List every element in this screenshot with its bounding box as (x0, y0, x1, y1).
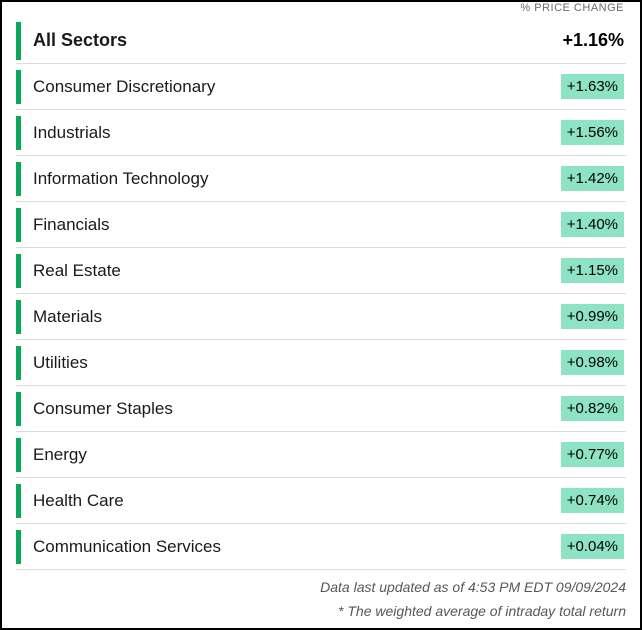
sector-label: Communication Services (33, 537, 221, 557)
accent-bar (16, 300, 21, 334)
accent-bar (16, 530, 21, 564)
sector-value: +1.56% (561, 120, 624, 145)
sector-value: +1.15% (561, 258, 624, 283)
change-badge: +1.42% (561, 166, 624, 191)
sector-value: +0.82% (561, 396, 624, 421)
sector-value: +0.74% (561, 488, 624, 513)
sector-label: Health Care (33, 491, 124, 511)
sector-row[interactable]: Energy +0.77% (16, 432, 626, 478)
accent-bar (16, 438, 21, 472)
accent-bar (16, 162, 21, 196)
sector-row[interactable]: Information Technology +1.42% (16, 156, 626, 202)
row-left: Materials (16, 294, 102, 339)
column-header: % PRICE CHANGE (16, 0, 626, 18)
sector-label: All Sectors (33, 30, 127, 51)
accent-bar (16, 254, 21, 288)
sector-row[interactable]: Consumer Staples +0.82% (16, 386, 626, 432)
row-left: Utilities (16, 340, 88, 385)
sector-row[interactable]: Health Care +0.74% (16, 478, 626, 524)
row-left: All Sectors (16, 18, 127, 63)
row-left: Financials (16, 202, 110, 247)
change-badge: +0.99% (561, 304, 624, 329)
change-badge: +0.04% (561, 534, 624, 559)
sector-value: +1.16% (562, 30, 624, 51)
sector-row[interactable]: Consumer Discretionary +1.63% (16, 64, 626, 110)
row-left: Industrials (16, 110, 110, 155)
accent-bar (16, 22, 21, 60)
sector-value: +0.98% (561, 350, 624, 375)
change-badge: +0.74% (561, 488, 624, 513)
accent-bar (16, 392, 21, 426)
sector-row[interactable]: Real Estate +1.15% (16, 248, 626, 294)
sector-row[interactable]: Industrials +1.56% (16, 110, 626, 156)
sector-label: Industrials (33, 123, 110, 143)
sector-row[interactable]: Communication Services +0.04% (16, 524, 626, 570)
sector-value: +1.40% (561, 212, 624, 237)
accent-bar (16, 346, 21, 380)
sector-label: Utilities (33, 353, 88, 373)
sector-value: +0.04% (561, 534, 624, 559)
change-badge: +1.63% (561, 74, 624, 99)
accent-bar (16, 484, 21, 518)
row-left: Information Technology (16, 156, 208, 201)
sector-value: +1.42% (561, 166, 624, 191)
row-left: Energy (16, 432, 87, 477)
sector-label: Financials (33, 215, 110, 235)
row-left: Consumer Discretionary (16, 64, 215, 109)
all-sectors-row[interactable]: All Sectors +1.16% (16, 18, 626, 64)
sector-label: Materials (33, 307, 102, 327)
change-badge: +0.77% (561, 442, 624, 467)
change-badge: +0.98% (561, 350, 624, 375)
sector-performance-panel: % PRICE CHANGE All Sectors +1.16% Consum… (0, 0, 642, 630)
sector-value: +1.63% (561, 74, 624, 99)
change-badge: +1.40% (561, 212, 624, 237)
weighted-note: * The weighted average of intraday total… (16, 600, 626, 622)
sector-label: Consumer Discretionary (33, 77, 215, 97)
accent-bar (16, 116, 21, 150)
accent-bar (16, 70, 21, 104)
sector-value: +0.77% (561, 442, 624, 467)
sector-value: +0.99% (561, 304, 624, 329)
sector-label: Energy (33, 445, 87, 465)
row-left: Communication Services (16, 524, 221, 569)
sector-label: Consumer Staples (33, 399, 173, 419)
sector-row[interactable]: Materials +0.99% (16, 294, 626, 340)
change-badge: +1.56% (561, 120, 624, 145)
sector-label: Real Estate (33, 261, 121, 281)
footnotes: Data last updated as of 4:53 PM EDT 09/0… (16, 576, 626, 623)
sector-label: Information Technology (33, 169, 208, 189)
sector-row[interactable]: Utilities +0.98% (16, 340, 626, 386)
row-left: Health Care (16, 478, 124, 523)
change-badge: +1.15% (561, 258, 624, 283)
row-left: Consumer Staples (16, 386, 173, 431)
accent-bar (16, 208, 21, 242)
change-badge: +0.82% (561, 396, 624, 421)
row-left: Real Estate (16, 248, 121, 293)
last-updated: Data last updated as of 4:53 PM EDT 09/0… (16, 576, 626, 598)
sector-row[interactable]: Financials +1.40% (16, 202, 626, 248)
